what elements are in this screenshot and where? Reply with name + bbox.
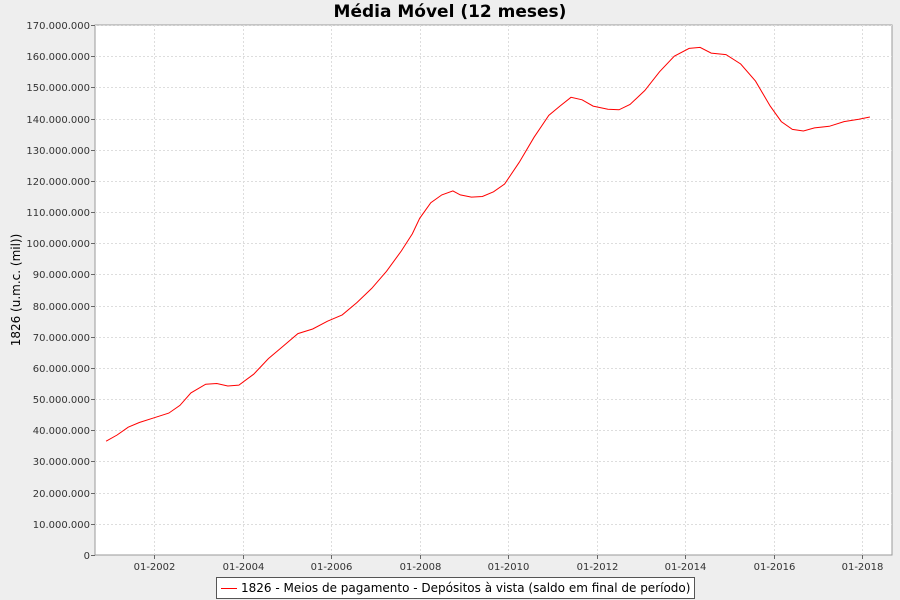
x-tick-label: 01-2004 [223, 562, 265, 573]
x-tick-label: 01-2002 [134, 562, 176, 573]
y-tick-label: 100.000.000 [26, 239, 90, 250]
plot-area [94, 24, 893, 556]
x-tick-label: 01-2008 [400, 562, 442, 573]
y-tick-label: 50.000.000 [33, 395, 90, 406]
x-tick-label: 01-2016 [754, 562, 796, 573]
y-tick-label: 130.000.000 [26, 146, 90, 157]
y-tick-label: 170.000.000 [26, 21, 90, 32]
y-tick-label: 40.000.000 [33, 426, 90, 437]
legend-label: 1826 - Meios de pagamento - Depósitos à … [241, 581, 691, 595]
x-tick-label: 01-2006 [311, 562, 353, 573]
y-tick-label: 140.000.000 [26, 115, 90, 126]
y-tick-label: 160.000.000 [26, 52, 90, 63]
x-tick-label: 01-2012 [577, 562, 619, 573]
y-tick-label: 110.000.000 [26, 208, 90, 219]
y-tick-label: 80.000.000 [33, 302, 90, 313]
y-tick-label: 120.000.000 [26, 177, 90, 188]
x-tick-label: 01-2010 [488, 562, 530, 573]
y-axis-label: 1826 (u.m.c. (mil)) [9, 234, 23, 347]
y-tick-label: 70.000.000 [33, 333, 90, 344]
y-tick-label: 0 [84, 551, 90, 562]
series-line [105, 46, 870, 442]
x-tick-label: 01-2014 [665, 562, 707, 573]
x-tick-label: 01-2018 [842, 562, 884, 573]
legend: 1826 - Meios de pagamento - Depósitos à … [216, 577, 696, 599]
y-tick-label: 150.000.000 [26, 83, 90, 94]
y-tick-label: 20.000.000 [33, 489, 90, 500]
y-tick-label: 60.000.000 [33, 364, 90, 375]
y-tick-label: 90.000.000 [33, 270, 90, 281]
y-tick-label: 10.000.000 [33, 520, 90, 531]
y-tick-label: 30.000.000 [33, 457, 90, 468]
legend-swatch [221, 587, 237, 589]
chart-title: Média Móvel (12 meses) [333, 2, 567, 22]
